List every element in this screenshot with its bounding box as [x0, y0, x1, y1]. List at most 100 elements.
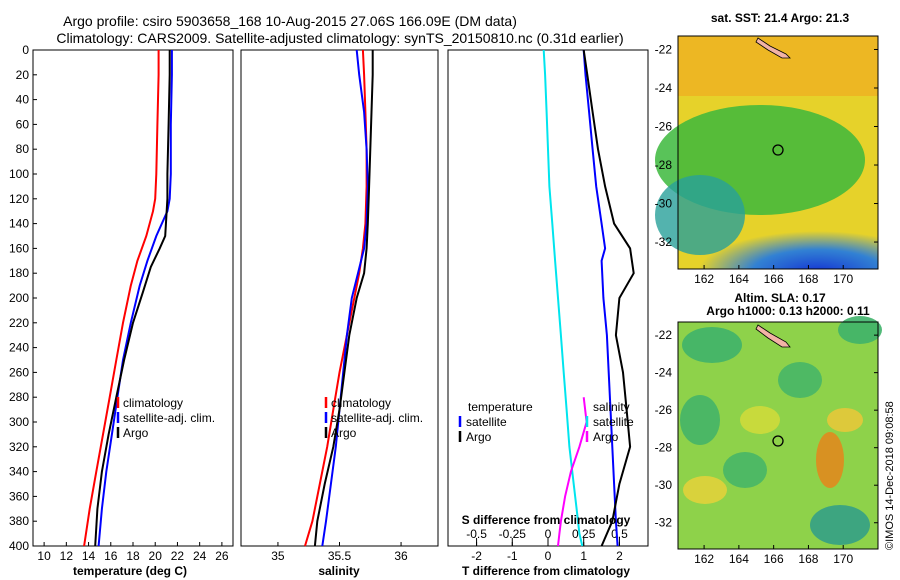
- s-tick-label: -0.5: [466, 527, 487, 541]
- argo-location-marker: [772, 144, 784, 156]
- depth-tick-label: 300: [9, 415, 29, 429]
- sla-high-4: [740, 406, 780, 434]
- sla-map-lat-ticks: -22 -24 -26 -28 -30 -32: [655, 328, 878, 530]
- lat-tick-label: -24: [655, 81, 673, 95]
- lat-tick-label: -24: [655, 366, 673, 380]
- argo-location-marker-2: [772, 435, 784, 447]
- sla-map-frame: [677, 321, 879, 550]
- difference-legend: temperaturesatelliteArgosalinitysatellit…: [458, 400, 634, 444]
- sla-low-5: [810, 505, 870, 545]
- sst-cold-region: [678, 200, 878, 269]
- series-line-satellite-adj-clim-: [321, 49, 369, 547]
- new-caledonia-landmass: [755, 37, 791, 59]
- salinity-plot-frame: [240, 49, 439, 547]
- new-caledonia-landmass-2: [755, 324, 791, 348]
- s-difference-x-ticks: -0.5 -0.25 0 0.25 0.5: [466, 527, 628, 546]
- lon-tick-label: 166: [764, 272, 784, 286]
- x-tick-label: 1: [580, 549, 587, 563]
- depth-tick-label: 340: [9, 465, 29, 479]
- s-tick-label: -0.25: [499, 527, 527, 541]
- s-tick-label: 0.25: [572, 527, 596, 541]
- s-tick-label: 0.5: [611, 527, 628, 541]
- x-tick-label: 22: [171, 549, 185, 563]
- lon-tick-label: 168: [798, 552, 818, 566]
- series-line-argo: [313, 50, 374, 547]
- figure-title-line2: Climatology: CARS2009. Satellite-adjuste…: [56, 30, 623, 46]
- sla-map-lon-ticks: 162 164 166 168 170: [694, 545, 854, 566]
- legend-label: climatology: [331, 396, 391, 410]
- figure-title-line1: Argo profile: csiro 5903658_168 10-Aug-2…: [63, 13, 517, 29]
- sla-low-2: [838, 316, 882, 344]
- salinity-xlabel: salinity: [318, 564, 360, 578]
- depth-tick-label: 400: [9, 539, 29, 553]
- lon-tick-label: 170: [833, 272, 853, 286]
- salinity-x-ticks: 35 35.5 36: [271, 542, 408, 563]
- depth-tick-label: 40: [16, 93, 30, 107]
- sla-low-3: [680, 395, 720, 445]
- x-tick-label: 2: [616, 549, 623, 563]
- salinity-lines: [304, 49, 374, 547]
- lon-tick-label: 164: [729, 552, 749, 566]
- series-line-climatology: [83, 50, 160, 547]
- sla-map-title-line2: Argo h1000: 0.13 h2000: 0.11: [706, 304, 870, 318]
- sla-high-2: [827, 408, 863, 432]
- temperature-xlabel: temperature (deg C): [73, 564, 187, 578]
- temperature-plot-frame: [32, 49, 234, 547]
- series-line-t-satellite: [582, 49, 619, 547]
- x-tick-label: 16: [104, 549, 118, 563]
- x-tick-label: -2: [471, 549, 482, 563]
- x-tick-label: 18: [126, 549, 140, 563]
- legend-title-salinity: salinity: [593, 400, 630, 414]
- legend-title-temperature: temperature: [468, 400, 533, 414]
- depth-tick-label: 160: [9, 241, 29, 255]
- lat-tick-label: -32: [655, 235, 673, 249]
- sst-map-frame: [677, 35, 879, 270]
- lat-tick-label: -32: [655, 516, 673, 530]
- s-tick-label: 0: [545, 527, 552, 541]
- series-line-satellite-adj-clim-: [97, 50, 173, 547]
- depth-tick-label: 320: [9, 440, 29, 454]
- lon-tick-label: 170: [833, 552, 853, 566]
- lat-tick-label: -28: [655, 158, 673, 172]
- sla-high-1: [816, 432, 844, 488]
- temperature-lines: [83, 50, 173, 547]
- t-difference-xlabel: T difference from climatology: [462, 564, 630, 578]
- legend-label: Argo: [466, 430, 492, 444]
- depth-axis-ticks: 0 20 40 60 80 100 120 140 160 180 200 220 240 260 280 3…: [9, 43, 37, 553]
- depth-tick-label: 360: [9, 489, 29, 503]
- legend-label: Argo: [331, 426, 357, 440]
- sst-warm-band: [678, 36, 878, 96]
- legend-label: satellite: [466, 415, 507, 429]
- lon-tick-label: 162: [694, 552, 714, 566]
- depth-tick-label: 80: [16, 142, 30, 156]
- depth-tick-label: 260: [9, 365, 29, 379]
- difference-lines: [542, 49, 635, 547]
- series-line-argo: [94, 50, 171, 547]
- depth-tick-label: 200: [9, 291, 29, 305]
- depth-tick-label: 60: [16, 117, 30, 131]
- lon-tick-label: 168: [798, 272, 818, 286]
- depth-tick-label: 180: [9, 266, 29, 280]
- sla-map-title-line1: Altim. SLA: 0.17: [734, 291, 826, 305]
- series-line-s-satellite: [542, 49, 584, 547]
- x-tick-label: 0: [545, 549, 552, 563]
- legend-label: Argo: [593, 430, 619, 444]
- s-difference-label: S difference from climatology: [462, 513, 631, 527]
- series-line-s-argo: [557, 397, 588, 547]
- lon-tick-label: 164: [729, 272, 749, 286]
- depth-tick-label: 20: [16, 68, 30, 82]
- sst-map: sat. SST: 21.4 Argo: 21.3 -22 -24 -26 -28 -3…: [655, 11, 879, 286]
- x-tick-label: 14: [82, 549, 96, 563]
- x-tick-label: 35: [271, 549, 285, 563]
- lon-tick-label: 162: [694, 272, 714, 286]
- sla-high-3: [683, 476, 727, 504]
- x-tick-label: 35.5: [328, 549, 352, 563]
- difference-panel: -2 -1 0 1 2 -0.5 -0.25 0 0.25 0.5 temperaturesat…: [447, 49, 649, 578]
- sla-low-6: [723, 452, 767, 488]
- lat-tick-label: -30: [655, 478, 673, 492]
- sla-low-4: [778, 362, 822, 398]
- temperature-x-ticks: 10 12 14 16 18 20 22 24 26: [37, 542, 229, 563]
- x-tick-label: 36: [394, 549, 408, 563]
